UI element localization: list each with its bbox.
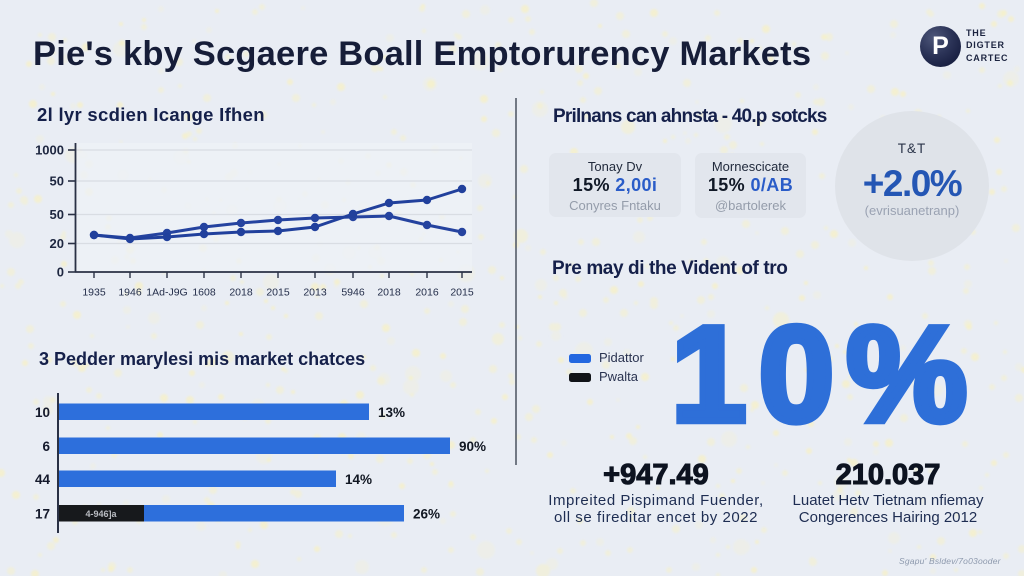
- svg-text:44: 44: [35, 472, 51, 487]
- svg-text:1608: 1608: [192, 287, 216, 299]
- svg-text:13%: 13%: [378, 405, 405, 420]
- svg-text:20: 20: [50, 236, 64, 251]
- svg-text:5946: 5946: [341, 287, 365, 299]
- svg-text:2013: 2013: [303, 287, 327, 299]
- svg-text:50: 50: [50, 207, 64, 222]
- svg-text:50: 50: [50, 174, 64, 189]
- svg-text:2018: 2018: [377, 287, 401, 299]
- svg-text:6: 6: [42, 439, 50, 454]
- svg-text:26%: 26%: [413, 507, 440, 522]
- svg-text:1946: 1946: [118, 287, 142, 299]
- svg-text:0: 0: [57, 265, 64, 280]
- svg-text:90%: 90%: [459, 439, 486, 454]
- svg-text:2015: 2015: [450, 287, 474, 299]
- svg-text:2018: 2018: [229, 287, 253, 299]
- svg-text:14%: 14%: [345, 472, 372, 487]
- svg-text:2015: 2015: [266, 287, 290, 299]
- svg-text:17: 17: [35, 507, 50, 522]
- svg-text:2016: 2016: [415, 287, 439, 299]
- svg-text:4-946]a: 4-946]a: [85, 509, 117, 519]
- svg-text:1Ad-J9G: 1Ad-J9G: [146, 287, 187, 299]
- svg-text:10: 10: [35, 405, 50, 420]
- svg-text:1935: 1935: [82, 287, 106, 299]
- svg-text:1000: 1000: [35, 143, 64, 158]
